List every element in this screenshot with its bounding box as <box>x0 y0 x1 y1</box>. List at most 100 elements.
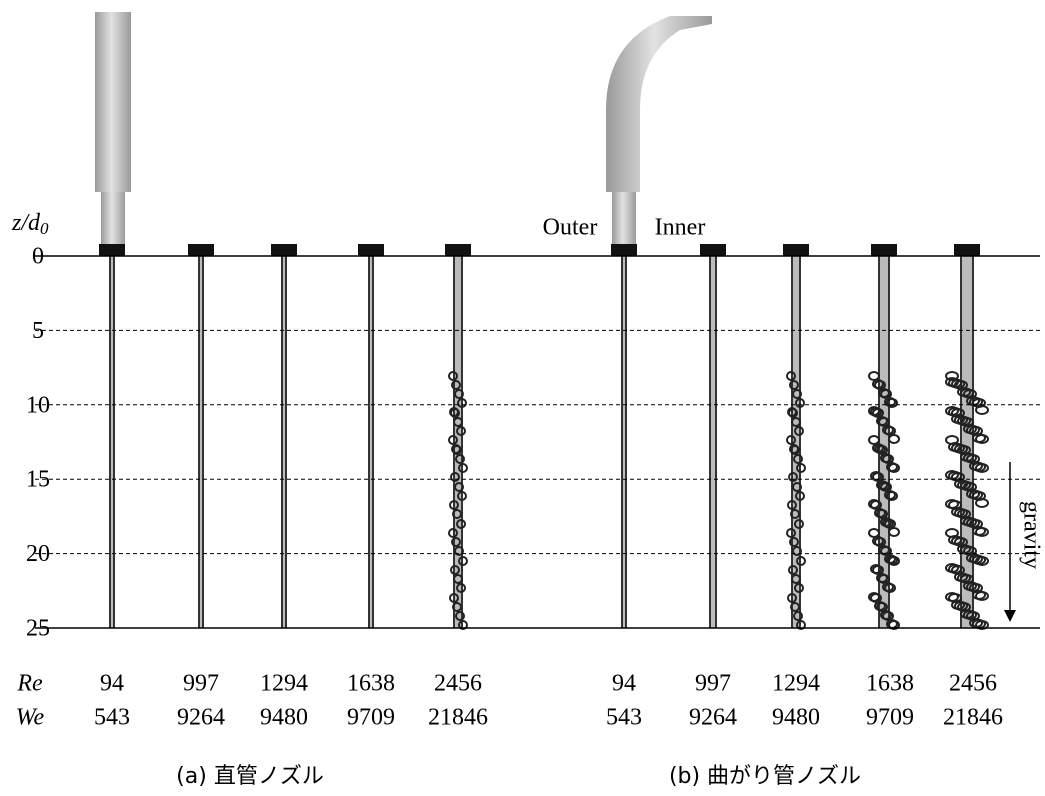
jet-blob <box>872 443 884 453</box>
jet-blob <box>794 519 804 529</box>
jet-blob <box>789 537 799 547</box>
jet-blob <box>878 388 890 398</box>
value-label: 9480 <box>772 705 820 731</box>
jet-blob <box>796 556 806 566</box>
jet-blob <box>793 454 803 464</box>
jet-blob <box>453 417 463 427</box>
jet-blob <box>945 377 959 387</box>
value-label: 21846 <box>428 705 488 731</box>
jet-blob <box>960 609 974 619</box>
value-label: 997 <box>183 671 219 697</box>
jet-blob <box>868 435 880 445</box>
jet-blob <box>448 371 458 381</box>
jet-blob <box>957 387 971 397</box>
nozzle-tip <box>188 244 214 256</box>
value-label: 1294 <box>772 671 820 697</box>
value-label: 1638 <box>347 671 395 697</box>
value-label: 21846 <box>943 705 1003 731</box>
nozzle-tip <box>871 244 897 256</box>
value-label: 1638 <box>866 671 914 697</box>
nozzle-tip <box>358 244 384 256</box>
value-label: 2456 <box>949 671 997 697</box>
jet-core <box>111 256 113 628</box>
jet-blob <box>452 509 462 519</box>
jet-blob <box>876 480 888 490</box>
panel-caption: (b) 曲がり管ノズル <box>669 764 861 789</box>
jet-blob <box>884 554 896 564</box>
jet-core <box>200 256 202 628</box>
row-label: Re <box>16 671 43 697</box>
gravity-label: gravity <box>1018 501 1044 569</box>
jet-blob <box>872 536 884 546</box>
jet-blob <box>448 435 458 445</box>
jet-blob <box>954 479 968 489</box>
jet-blob <box>957 544 971 554</box>
panel-caption: (a) 直管ノズル <box>176 764 324 789</box>
jet-blob <box>786 528 796 538</box>
value-label: 94 <box>100 671 124 697</box>
jet-blob <box>788 472 798 482</box>
jet-blob <box>870 471 882 481</box>
jet-blob <box>787 500 797 510</box>
jet-blob <box>880 453 892 463</box>
jet-blob <box>884 490 896 500</box>
jet-blob <box>960 452 974 462</box>
jet-blob <box>455 611 465 621</box>
jet-core <box>962 256 972 628</box>
jet-blob <box>452 602 462 612</box>
jet-core <box>711 256 715 628</box>
jet-blob <box>951 600 965 610</box>
value-label: 9709 <box>866 705 914 731</box>
row-label: We <box>16 705 45 731</box>
jet-blob <box>454 546 464 556</box>
nozzle-side-label: Inner <box>655 215 706 241</box>
gravity-arrowhead <box>1004 610 1016 622</box>
jet-blob <box>876 573 888 583</box>
jet-blob <box>954 572 968 582</box>
bent-nozzle <box>606 16 712 246</box>
y-tick-label: 15 <box>26 467 50 493</box>
jet-blob <box>457 491 467 501</box>
jet-blob <box>888 434 900 444</box>
jet-blob <box>458 556 468 566</box>
jet-blob <box>795 491 805 501</box>
jet-blob <box>448 528 458 538</box>
jet-blob <box>972 590 986 600</box>
jet-blob <box>456 583 466 593</box>
jet-blob <box>450 472 460 482</box>
jet-blob <box>868 499 880 509</box>
jet-blob <box>951 414 965 424</box>
jet-blob <box>458 620 468 630</box>
jet-blob <box>457 398 467 408</box>
jet-blob <box>969 461 983 471</box>
jet-blob <box>790 509 800 519</box>
jet-blob <box>794 426 804 436</box>
nozzle-tip <box>445 244 471 256</box>
jet-blob <box>795 398 805 408</box>
jet-blob <box>884 397 896 407</box>
axis-label: z/d0 <box>11 210 49 238</box>
jet-blob <box>960 516 974 526</box>
jet-blob <box>455 454 465 464</box>
jet-blob <box>975 405 989 415</box>
y-tick-label: 20 <box>26 541 50 567</box>
jet-blob <box>945 406 959 416</box>
jet-blob <box>451 380 461 390</box>
jet-blob <box>876 416 888 426</box>
jet-core <box>370 256 372 628</box>
jet-blob <box>868 592 880 602</box>
jet-blob <box>453 574 463 584</box>
value-label: 1294 <box>260 671 308 697</box>
jet-blob <box>792 389 802 399</box>
jet-core <box>455 256 461 628</box>
y-tick-label: 10 <box>26 392 50 418</box>
jet-blob <box>791 417 801 427</box>
nozzle-side-label: Outer <box>543 215 598 241</box>
jet-blob <box>872 379 884 389</box>
jet-blob <box>787 407 797 417</box>
jet-blob <box>456 519 466 529</box>
jet-blob <box>972 433 986 443</box>
jet-blob <box>796 620 806 630</box>
jet-blob <box>874 508 886 518</box>
